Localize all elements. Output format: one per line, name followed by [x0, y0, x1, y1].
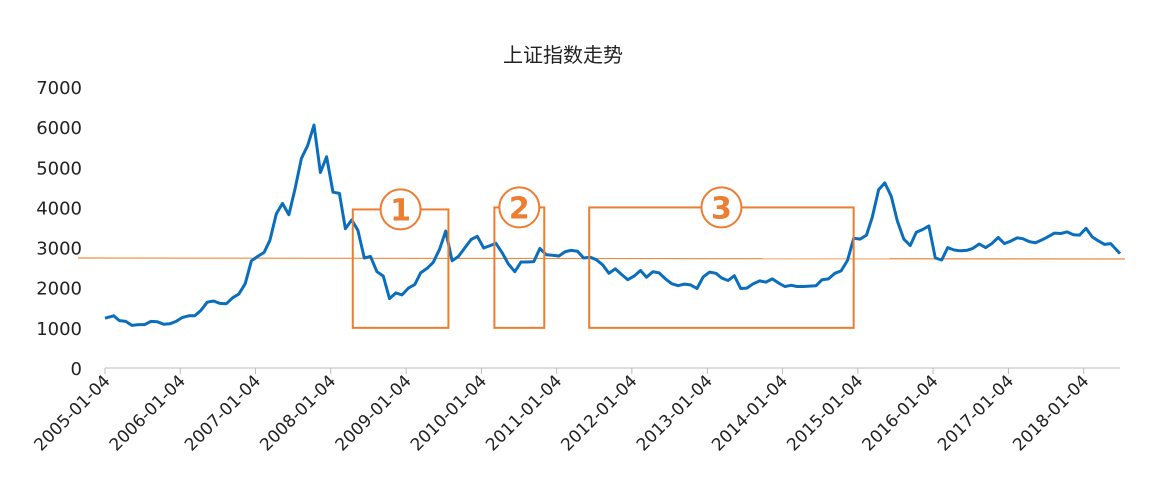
y-tick-label: 1000 — [36, 319, 82, 340]
annotation-label: 2 — [509, 191, 530, 226]
y-tick-label: 4000 — [36, 198, 82, 219]
reference-line — [77, 257, 1126, 260]
y-tick-label: 2000 — [36, 279, 82, 300]
annotation-label: 1 — [390, 193, 411, 228]
x-tick-label: 2015-01-04 — [783, 371, 867, 455]
annotation-badge — [498, 186, 541, 229]
x-tick-label: 2017-01-04 — [934, 371, 1018, 455]
x-tick-label: 2010-01-04 — [407, 371, 491, 455]
x-tick-label: 2013-01-04 — [633, 371, 717, 455]
x-tick-label: 2006-01-04 — [106, 371, 190, 455]
x-tick-label: 2014-01-04 — [708, 371, 792, 455]
x-tick-label: 2008-01-04 — [256, 371, 340, 455]
y-tick-label: 7000 — [36, 78, 82, 99]
x-tick-label: 2011-01-04 — [482, 371, 566, 455]
y-tick-label: 0 — [71, 359, 82, 380]
x-tick-label: 2007-01-04 — [181, 371, 265, 455]
x-tick-label: 2009-01-04 — [332, 371, 416, 455]
x-tick-label: 2016-01-04 — [859, 371, 943, 455]
y-tick-label: 5000 — [36, 158, 82, 179]
x-tick-label: 2005-01-04 — [31, 371, 115, 455]
y-tick-label: 6000 — [36, 118, 82, 139]
index-line — [104, 123, 1122, 327]
chart-title: 上证指数走势 — [503, 43, 623, 67]
x-tick-label: 2018-01-04 — [1009, 371, 1093, 455]
y-tick-label: 3000 — [36, 239, 82, 260]
annotation-label: 3 — [711, 191, 732, 226]
annotation-badge — [700, 186, 743, 229]
x-tick-label: 2012-01-04 — [557, 371, 641, 455]
annotation-badge — [379, 188, 422, 231]
